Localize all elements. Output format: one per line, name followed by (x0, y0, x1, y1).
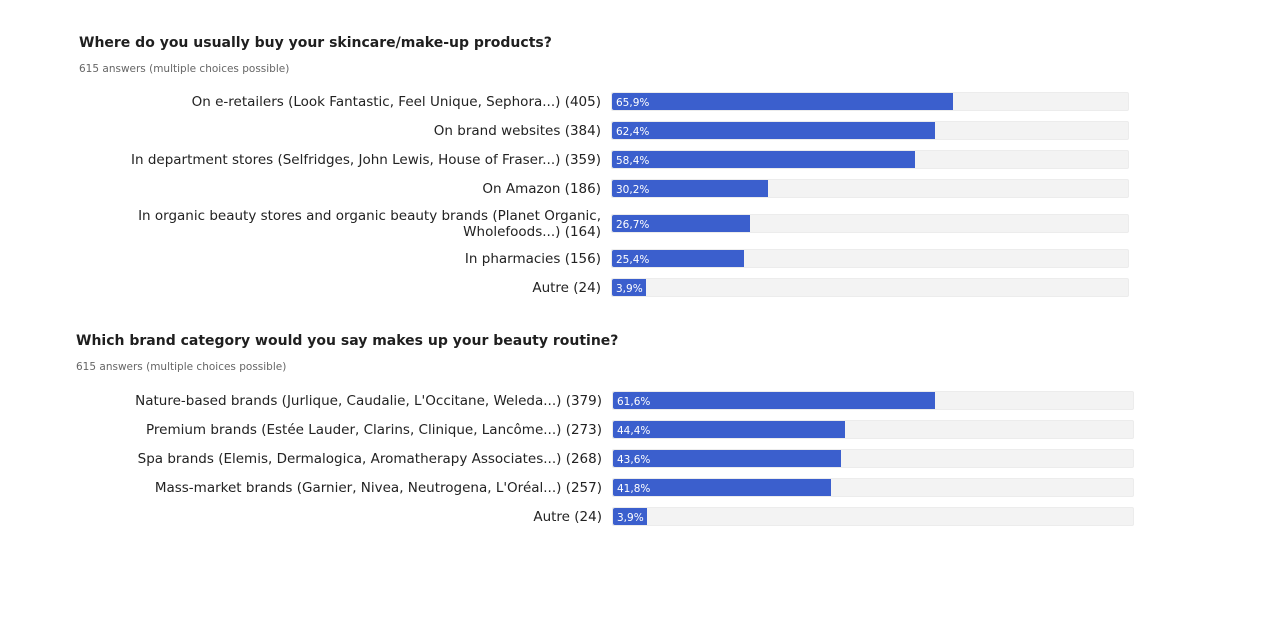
data-label: 58,4% (616, 155, 650, 167)
data-label: 61,6% (617, 396, 651, 408)
bar-track: 62,4% (611, 121, 1129, 140)
chart-title: Which brand category would you say makes… (76, 333, 619, 349)
bar-label: Premium brands (Estée Lauder, Clarins, C… (146, 422, 602, 438)
bar-track: 41,8% (612, 478, 1134, 497)
bar-track: 44,4% (612, 420, 1134, 439)
bar-label: On brand websites (384) (433, 123, 601, 139)
bar (612, 180, 769, 197)
chart-subtitle: 615 answers (multiple choices possible) (76, 361, 287, 373)
data-label: 3,9% (616, 283, 643, 295)
bar-track: 58,4% (611, 150, 1129, 169)
data-label: 25,4% (616, 254, 650, 266)
bar (613, 479, 832, 496)
bar (612, 279, 646, 296)
bar-label: Autre (24) (532, 280, 601, 296)
data-label: 3,9% (617, 512, 644, 524)
bar-label: In pharmacies (156) (464, 251, 601, 267)
bar-track: 25,4% (611, 249, 1129, 268)
bar (613, 450, 841, 467)
bar-track: 65,9% (611, 92, 1129, 111)
chart-subtitle: 615 answers (multiple choices possible) (79, 63, 290, 75)
bar (613, 392, 935, 409)
data-label: 62,4% (616, 126, 650, 138)
bar (612, 151, 915, 168)
data-label: 44,4% (617, 425, 651, 437)
bar (612, 215, 751, 232)
bar-label: Nature-based brands (Jurlique, Caudalie,… (135, 393, 602, 409)
bar-label: Spa brands (Elemis, Dermalogica, Aromath… (137, 451, 602, 467)
bar-label: In department stores (Selfridges, John L… (131, 152, 601, 168)
data-label: 41,8% (617, 483, 651, 495)
bar-track: 30,2% (611, 179, 1129, 198)
bar-label: Autre (24) (533, 509, 602, 525)
bar-track: 43,6% (612, 449, 1134, 468)
bar-label: On Amazon (186) (482, 181, 601, 197)
bar-label: On e-retailers (Look Fantastic, Feel Uni… (191, 94, 601, 110)
data-label: 30,2% (616, 184, 650, 196)
chart-title: Where do you usually buy your skincare/m… (79, 35, 552, 51)
bar-track: 61,6% (612, 391, 1134, 410)
bar-track: 3,9% (612, 507, 1134, 526)
bar (612, 93, 954, 110)
bar (612, 122, 936, 139)
bar (613, 508, 647, 525)
bar-label: Mass-market brands (Garnier, Nivea, Neut… (154, 480, 602, 496)
data-label: 65,9% (616, 97, 650, 109)
bar-label: In organic beauty stores and organic bea… (138, 208, 601, 240)
data-label: 43,6% (617, 454, 651, 466)
data-label: 26,7% (616, 219, 650, 231)
bar-track: 3,9% (611, 278, 1129, 297)
bar-track: 26,7% (611, 214, 1129, 233)
bar (612, 250, 744, 267)
bar (613, 421, 845, 438)
